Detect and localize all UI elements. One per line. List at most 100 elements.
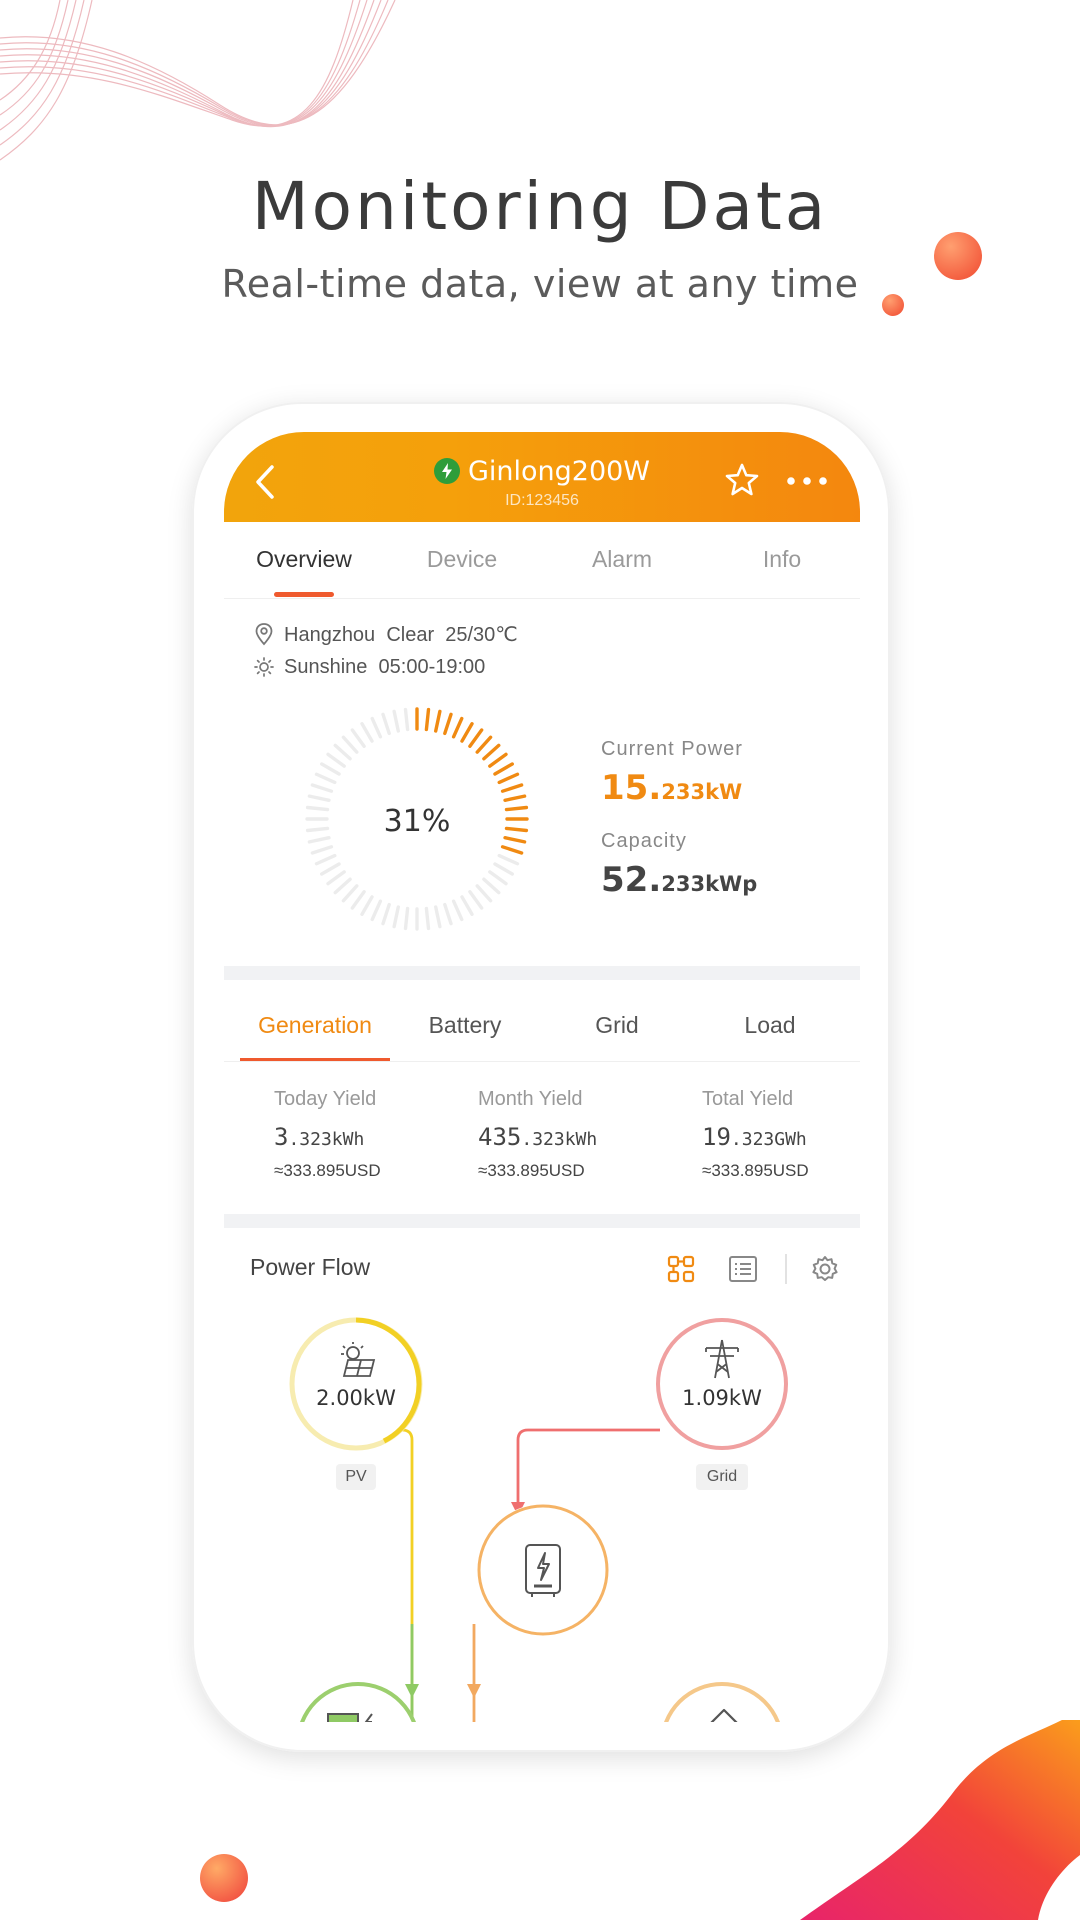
back-icon[interactable] (254, 464, 276, 500)
weather-location: Hangzhou (284, 624, 376, 646)
generation-tab-indicator (240, 1058, 390, 1061)
gauge-tick (475, 884, 493, 903)
inverter-icon (525, 1544, 561, 1597)
more-icon[interactable] (786, 476, 828, 486)
gauge-tick (341, 884, 359, 903)
tab-info[interactable]: Info (762, 546, 802, 572)
gauge-tick-active (503, 836, 527, 844)
gauge-tick (320, 862, 341, 876)
tab-load[interactable]: Load (744, 1012, 796, 1038)
gauge-tick (493, 862, 514, 876)
gauge-tick-active (460, 722, 474, 743)
pv-node[interactable]: 2.00kW (289, 1317, 423, 1451)
gauge-tick (307, 836, 331, 844)
gauge-tick (370, 716, 383, 739)
yield-value: 19.323GWh (702, 1123, 809, 1151)
current-power-int: 15. (601, 768, 662, 808)
gauge-tick (320, 762, 341, 776)
gauge-tick (460, 895, 474, 916)
gauge-tick (488, 870, 508, 886)
location-pin-icon (255, 623, 273, 646)
section-divider (224, 1214, 860, 1228)
tab-device[interactable]: Device (426, 546, 498, 572)
pv-label: PV (336, 1464, 376, 1490)
gauge-tick (307, 794, 331, 802)
gauge-tick-active (503, 794, 527, 802)
gauge-tick (482, 877, 501, 895)
tab-overview[interactable]: Overview (256, 546, 352, 572)
grid-power-value: 1.09kW (682, 1386, 762, 1410)
gauge-tick (310, 845, 334, 855)
tab-generation[interactable]: Generation (258, 1012, 372, 1038)
yield-int: 3 (274, 1123, 289, 1151)
tab-indicator (274, 592, 334, 597)
section-divider (224, 966, 860, 980)
app-header: Ginlong200W ID:123456 (224, 432, 860, 522)
promo-subtitle: Real-time data, view at any time (221, 262, 859, 306)
decor-flame-shape (800, 1720, 1080, 1920)
yield-usd: ≈333.895USD (274, 1161, 381, 1180)
tab-grid[interactable]: Grid (595, 1012, 639, 1038)
tab-divider (224, 598, 860, 599)
gauge-tick (451, 899, 464, 922)
gauge-tick (392, 709, 400, 733)
pv-ring (289, 1317, 423, 1451)
gauge-tick (424, 906, 431, 931)
list-view-icon[interactable] (728, 1254, 758, 1284)
gauge-tick (305, 826, 330, 833)
gauge-tick-active (500, 783, 524, 793)
promo-title: Monitoring Data (251, 168, 829, 245)
plant-id: ID:123456 (505, 492, 579, 509)
yield-usd: ≈333.895USD (478, 1161, 585, 1180)
gauge-tick (305, 805, 330, 812)
gauge-tick (381, 902, 391, 926)
solar-panel-icon (341, 1342, 376, 1377)
yield-int: 435 (478, 1123, 522, 1151)
decor-orb-large (934, 232, 982, 280)
sun-icon (254, 657, 274, 677)
yield-today: Today Yield 3.323kWh ≈333.895USD (274, 1088, 381, 1181)
flow-view-icon[interactable] (666, 1254, 696, 1284)
gauge-tick (326, 752, 346, 768)
power-gauge: 31% (305, 707, 529, 931)
power-tower-icon (705, 1339, 739, 1379)
gauge-tick (403, 707, 410, 732)
grid-ring (656, 1318, 788, 1450)
gauge-tick-active (434, 709, 442, 733)
gauge-tick-active (424, 707, 431, 732)
capacity-int: 52. (601, 860, 662, 900)
yield-usd: ≈333.895USD (702, 1161, 809, 1180)
gauge-tick-active (451, 716, 464, 739)
gauge-tick (468, 890, 484, 910)
gauge-percent: 31% (384, 804, 451, 839)
gauge-tick-active (504, 826, 529, 833)
gauge-tick-active (482, 743, 501, 761)
decor-wave-lines (0, 0, 396, 161)
grid-node[interactable]: 1.09kW (656, 1318, 788, 1450)
favorite-star-icon[interactable] (724, 462, 760, 498)
current-power-value: 15.233kW (601, 768, 742, 808)
settings-gear-icon[interactable] (810, 1254, 840, 1284)
weather-condition: Clear (386, 624, 435, 646)
gauge-tick-active (500, 845, 524, 855)
yield-dec: .323GWh (730, 1129, 807, 1150)
tab-alarm[interactable]: Alarm (591, 546, 653, 572)
gauge-tick (370, 899, 383, 922)
gauge-tick (403, 906, 410, 931)
pv-power-value: 2.00kW (316, 1386, 396, 1410)
yield-dec: .323kWh (521, 1129, 598, 1150)
gauge-tick (333, 743, 352, 761)
gauge-tick (497, 853, 520, 866)
capacity-label: Capacity (601, 830, 687, 852)
gauge-tick-active (497, 772, 520, 785)
yield-label: Total Yield (702, 1088, 794, 1110)
yield-value: 435.323kWh (478, 1123, 597, 1151)
gauge-tick-active (504, 805, 529, 812)
current-power-dec: 233kW (661, 780, 743, 804)
tab-battery[interactable]: Battery (428, 1012, 502, 1038)
online-status-icon (433, 458, 460, 484)
gauge-tick (310, 783, 334, 793)
power-flow-title: Power Flow (250, 1254, 371, 1280)
inverter-node[interactable] (477, 1504, 609, 1636)
gauge-tick (360, 895, 374, 916)
